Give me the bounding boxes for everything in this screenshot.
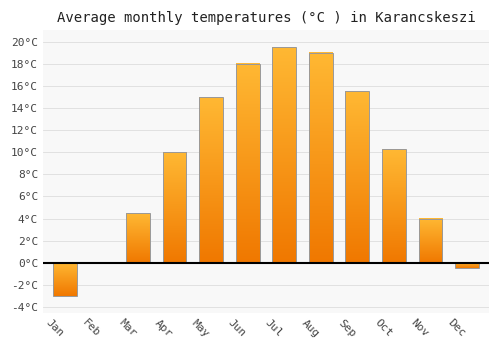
Bar bbox=[126, 213, 150, 263]
Bar bbox=[418, 218, 442, 263]
Bar bbox=[382, 149, 406, 263]
Bar bbox=[309, 52, 332, 263]
Bar bbox=[455, 263, 479, 268]
Bar bbox=[53, 263, 77, 296]
Bar bbox=[346, 91, 369, 263]
Bar bbox=[199, 97, 223, 263]
Title: Average monthly temperatures (°C ) in Karancskeszi: Average monthly temperatures (°C ) in Ka… bbox=[56, 11, 476, 25]
Bar bbox=[162, 152, 186, 263]
Bar bbox=[236, 64, 260, 263]
Bar bbox=[272, 47, 296, 263]
